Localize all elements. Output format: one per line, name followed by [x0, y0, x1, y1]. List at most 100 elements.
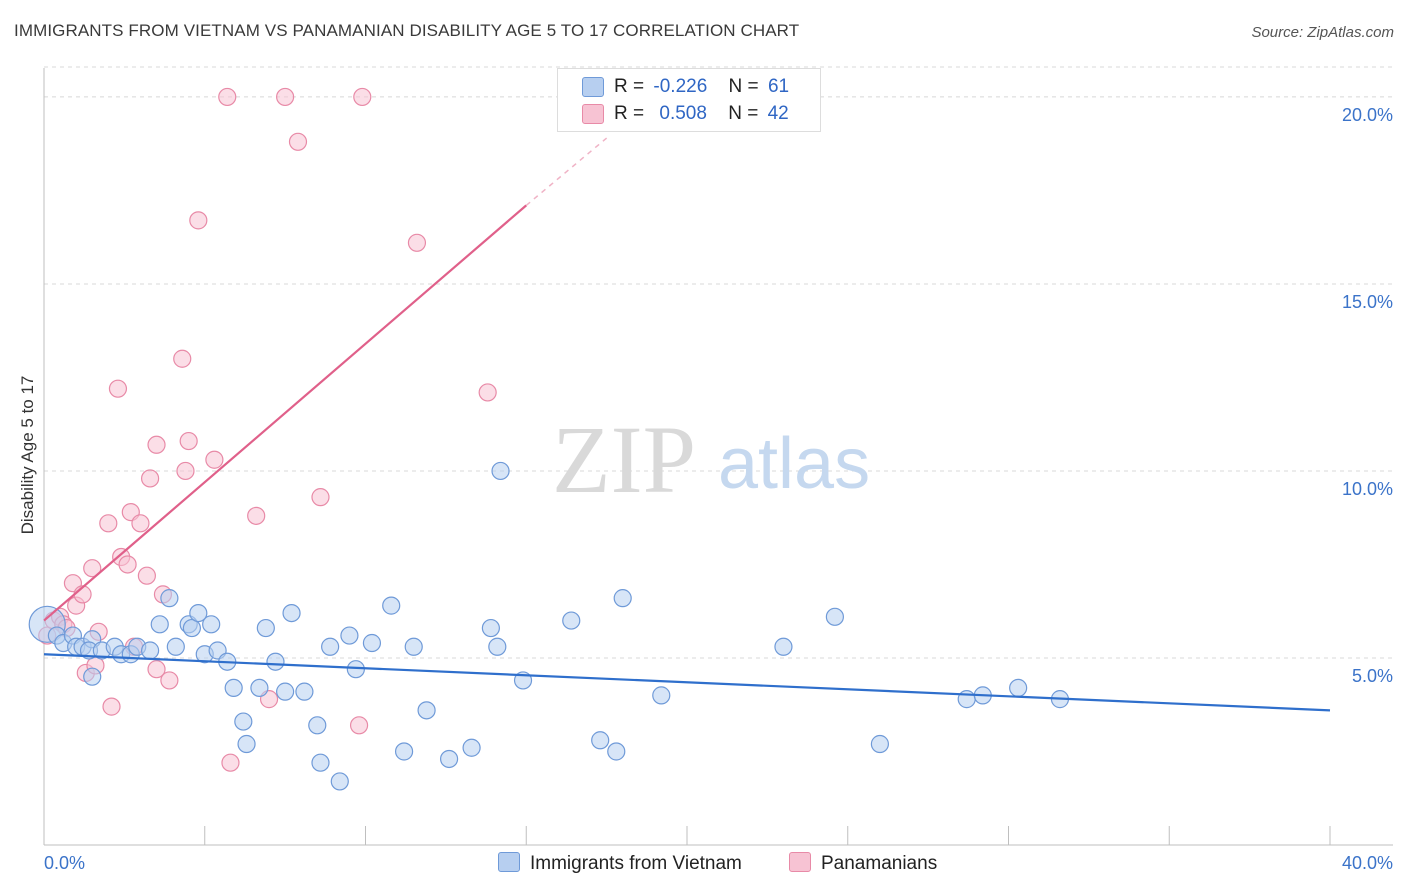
stats-legend: R = -0.226 N = 61 R = 0.508 N = 42 — [557, 68, 821, 132]
source-label: Source: ZipAtlas.com — [1251, 24, 1394, 41]
vietnam-point — [276, 682, 295, 701]
vietnam-point — [311, 753, 330, 772]
vietnam-point — [613, 589, 632, 608]
legend-stats-panamanians: R = 0.508 N = 42 — [614, 103, 789, 125]
panamanian-point — [137, 566, 156, 585]
r-label: R = — [614, 76, 645, 97]
y-tick-label: 10.0% — [1342, 479, 1393, 499]
vietnam-point — [256, 618, 275, 638]
vietnam-point — [295, 682, 314, 701]
trend-line-panamanians-extension — [525, 137, 608, 206]
bottom-legend-panamanians: Panamanians — [789, 852, 937, 875]
vietnam-point — [562, 611, 581, 630]
panamanian-point — [147, 435, 166, 454]
vietnam-point — [394, 742, 414, 761]
trend-line-vietnam — [43, 653, 1331, 712]
vietnam-point — [491, 461, 510, 481]
bottom-legend-label-panamanians: Panamanians — [821, 853, 938, 874]
vietnam-point — [250, 678, 269, 698]
bottom-legend-swatch-vietnam — [498, 852, 520, 872]
vietnam-point — [591, 731, 610, 750]
vietnam-point — [237, 734, 256, 754]
n-value: 61 — [767, 76, 790, 97]
vietnam-point — [189, 603, 208, 623]
vietnam-point — [825, 607, 844, 626]
panamanian-point — [288, 132, 308, 151]
vietnam-point — [417, 701, 436, 720]
r-label: R = — [614, 103, 645, 124]
legend-swatch-panamanians — [582, 104, 604, 124]
y-tick-labels: 5.0% 10.0% 15.0% 20.0% — [1342, 105, 1393, 686]
vietnam-point — [481, 618, 500, 638]
bottom-legend-label-vietnam: Immigrants from Vietnam — [530, 853, 742, 874]
watermark-atlas: atlas — [718, 424, 870, 504]
bottom-legend-vietnam: Immigrants from Vietnam — [498, 852, 742, 875]
x-tick-label-min: 0.0% — [44, 853, 85, 873]
panamanian-point — [176, 461, 195, 481]
vietnam-point — [870, 734, 890, 754]
grid-lines — [44, 66, 1393, 659]
vietnam-point — [330, 772, 349, 791]
panamanian-point — [189, 211, 208, 230]
panamanian-point — [147, 660, 166, 679]
vietnam-point — [160, 589, 179, 608]
vietnam-point — [234, 712, 253, 731]
y-tick-label: 15.0% — [1342, 292, 1393, 312]
panamanian-point — [478, 383, 497, 402]
vietnam-point — [150, 615, 169, 634]
panamanian-point — [311, 488, 330, 507]
vietnam-point — [266, 652, 285, 671]
bottom-legend-swatch-panamanians — [789, 852, 811, 872]
trend-line-panamanians — [43, 204, 527, 622]
panamanian-point — [99, 514, 118, 533]
panamanian-point — [407, 233, 427, 252]
vietnam-point — [308, 716, 327, 735]
n-value: 42 — [767, 103, 789, 124]
watermark-zip: ZIP — [552, 406, 696, 513]
vietnam-point — [439, 749, 459, 769]
r-value: 0.508 — [659, 103, 707, 124]
vietnam-point — [224, 678, 243, 698]
vietnam-point — [362, 633, 382, 653]
vietnam-point — [774, 637, 793, 656]
panamanian-point — [221, 753, 240, 772]
series-points — [28, 87, 1070, 791]
panamanian-point — [118, 555, 137, 574]
vietnam-point — [382, 596, 401, 615]
panamanian-point — [205, 450, 224, 469]
x-axis-ticks — [43, 826, 1331, 845]
r-value: -0.226 — [653, 76, 708, 97]
vietnam-point — [488, 637, 507, 656]
panamanian-point — [218, 87, 237, 107]
panamanian-point — [349, 716, 369, 735]
vietnam-point — [462, 738, 481, 757]
panamanian-point — [108, 379, 128, 398]
vietnam-point — [83, 667, 102, 686]
panamanian-point — [173, 349, 192, 368]
x-tick-label-max: 40.0% — [1342, 853, 1393, 873]
y-tick-label: 5.0% — [1352, 666, 1393, 686]
watermark: ZIP atlas — [552, 406, 870, 513]
y-tick-label: 20.0% — [1342, 105, 1393, 125]
panamanian-point — [353, 87, 372, 107]
vietnam-point — [140, 641, 160, 660]
panamanian-point — [160, 671, 179, 690]
panamanian-point — [131, 514, 150, 533]
axes — [43, 68, 1393, 846]
vietnam-point — [1009, 678, 1028, 698]
chart-title: IMMIGRANTS FROM VIETNAM VS PANAMANIAN DI… — [14, 21, 800, 40]
vietnam-point — [404, 637, 423, 656]
legend-stats-vietnam: R = -0.226 N = 61 — [614, 76, 789, 98]
n-label: N = — [728, 103, 759, 124]
vietnam-point — [182, 618, 201, 638]
vietnam-point — [166, 637, 185, 656]
vietnam-point — [321, 637, 340, 656]
vietnam-point — [202, 615, 221, 634]
vietnam-point — [340, 626, 359, 645]
vietnam-point — [607, 742, 626, 761]
panamanian-point — [140, 469, 160, 488]
trend-lines — [43, 137, 1331, 712]
n-label: N = — [728, 76, 759, 97]
panamanian-point — [247, 506, 266, 525]
